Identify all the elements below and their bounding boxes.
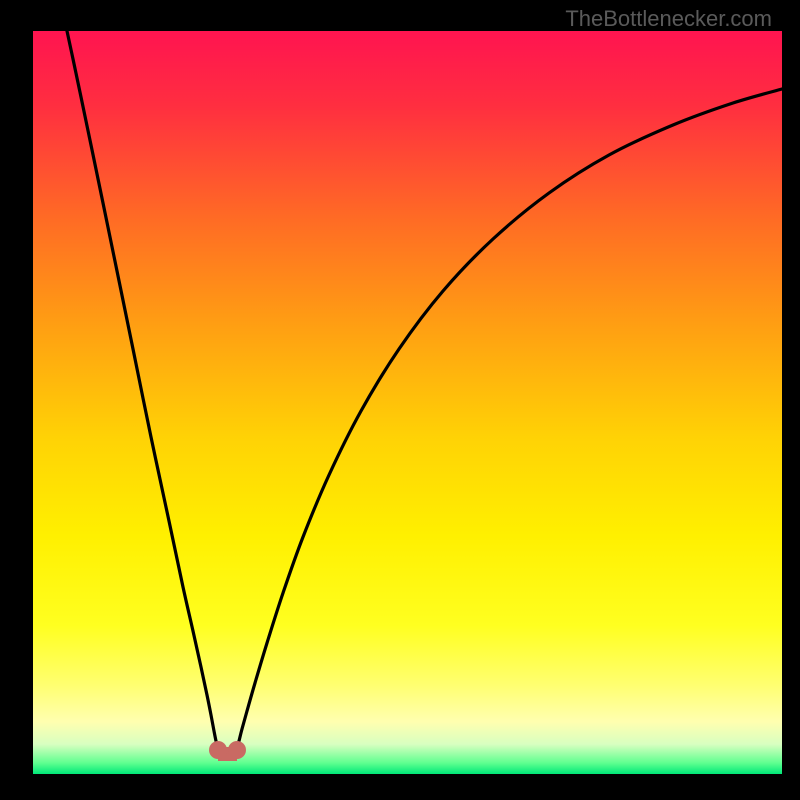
plot-area [33, 31, 782, 774]
watermark-text: TheBottlenecker.com [565, 6, 772, 32]
right-marker [228, 741, 246, 759]
bottleneck-curve [33, 31, 782, 774]
chart-container: TheBottlenecker.com [0, 0, 800, 800]
right-curve [237, 89, 782, 749]
left-marker [209, 741, 227, 759]
left-curve [67, 31, 218, 749]
